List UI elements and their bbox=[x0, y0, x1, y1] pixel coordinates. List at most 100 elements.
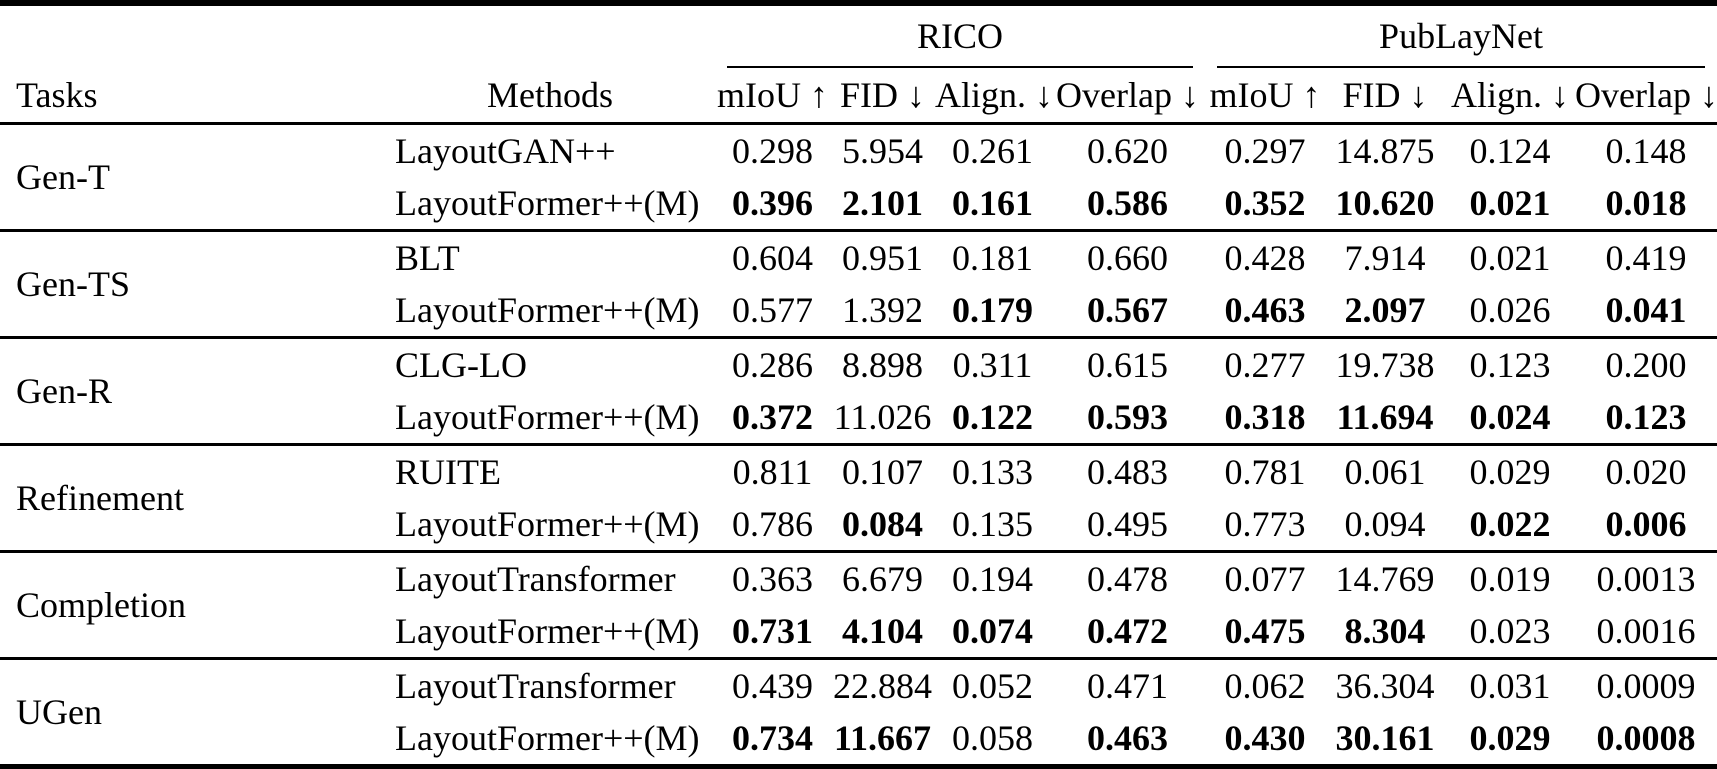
cell-value: 0.194 bbox=[952, 559, 1033, 600]
table-header: RICO PubLayNet Tasks Methods mIoU ↑ FID … bbox=[0, 3, 1717, 124]
cell-value: 0.463 bbox=[1087, 718, 1168, 759]
cell-value: 0.428 bbox=[1224, 238, 1306, 279]
cell-value: 0.123 bbox=[1469, 345, 1551, 386]
table-row: LayoutFormer++(M) 0.786 0.084 0.135 0.49… bbox=[0, 498, 1717, 552]
cell-value: 0.041 bbox=[1605, 290, 1687, 331]
method-cell: LayoutFormer++(M) bbox=[395, 504, 700, 545]
cell-value: 0.286 bbox=[732, 345, 813, 386]
cell-value: 0.615 bbox=[1087, 345, 1168, 386]
task-group-completion: Completion LayoutTransformer 0.363 6.679… bbox=[0, 552, 1717, 659]
cell-value: 0.074 bbox=[952, 611, 1033, 652]
cell-value: 0.123 bbox=[1605, 397, 1687, 438]
table-row: LayoutFormer++(M) 0.372 11.026 0.122 0.5… bbox=[0, 391, 1717, 445]
rico-underline-rule bbox=[727, 66, 1194, 69]
cell-value: 0.0009 bbox=[1596, 666, 1696, 707]
method-cell: CLG-LO bbox=[395, 345, 527, 386]
task-group-ugen: UGen LayoutTransformer 0.439 22.884 0.05… bbox=[0, 659, 1717, 768]
cell-value: 0.660 bbox=[1087, 238, 1168, 279]
task-cell: Completion bbox=[16, 585, 186, 626]
cell-value: 1.392 bbox=[842, 290, 923, 331]
task-group-gen-r: Gen-R CLG-LO 0.286 8.898 0.311 0.615 0.2… bbox=[0, 338, 1717, 445]
cell-value: 2.101 bbox=[842, 183, 923, 224]
cell-value: 0.586 bbox=[1087, 183, 1168, 224]
cell-value: 0.475 bbox=[1224, 611, 1306, 652]
column-header-rico-overlap: Overlap ↓ bbox=[1056, 75, 1199, 116]
cell-value: 0.031 bbox=[1469, 666, 1551, 707]
cell-value: 0.604 bbox=[732, 238, 813, 279]
column-header-publaynet-align: Align. ↓ bbox=[1451, 75, 1570, 116]
cell-value: 0.773 bbox=[1224, 504, 1306, 545]
method-cell: LayoutFormer++(M) bbox=[395, 397, 700, 438]
method-cell: LayoutFormer++(M) bbox=[395, 718, 700, 759]
cell-value: 22.884 bbox=[833, 666, 932, 707]
cell-value: 0.135 bbox=[952, 504, 1033, 545]
table-row: Completion LayoutTransformer 0.363 6.679… bbox=[0, 552, 1717, 625]
cell-value: 7.914 bbox=[1344, 238, 1426, 279]
column-header-rico-fid: FID ↓ bbox=[839, 75, 925, 116]
cell-value: 11.667 bbox=[833, 718, 931, 759]
task-group-gen-t: Gen-T LayoutGAN++ 0.298 5.954 0.261 0.62… bbox=[0, 124, 1717, 231]
method-cell: BLT bbox=[395, 238, 460, 279]
cell-value: 0.022 bbox=[1469, 504, 1551, 545]
task-cell: UGen bbox=[16, 692, 102, 733]
cell-value: 0.298 bbox=[732, 131, 813, 172]
task-group-refinement: Refinement RUITE 0.811 0.107 0.133 0.483… bbox=[0, 445, 1717, 552]
cell-value: 19.738 bbox=[1335, 345, 1435, 386]
cell-value: 8.898 bbox=[842, 345, 923, 386]
cell-value: 0.020 bbox=[1605, 452, 1687, 493]
cell-value: 0.161 bbox=[952, 183, 1033, 224]
table-row: UGen LayoutTransformer 0.439 22.884 0.05… bbox=[0, 659, 1717, 732]
dataset-header-rico: RICO bbox=[715, 3, 1205, 69]
cell-value: 0.419 bbox=[1605, 238, 1687, 279]
method-cell: LayoutFormer++(M) bbox=[395, 290, 700, 331]
cell-value: 0.311 bbox=[952, 345, 1033, 386]
cell-value: 0.731 bbox=[732, 611, 813, 652]
cell-value: 0.620 bbox=[1087, 131, 1168, 172]
cell-value: 0.021 bbox=[1469, 238, 1551, 279]
cell-value: 0.006 bbox=[1605, 504, 1687, 545]
dataset-label-publaynet: PubLayNet bbox=[1379, 16, 1544, 56]
cell-value: 0.734 bbox=[732, 718, 813, 759]
cell-value: 0.495 bbox=[1087, 504, 1168, 545]
cell-value: 30.161 bbox=[1335, 718, 1435, 759]
cell-value: 0.277 bbox=[1224, 345, 1306, 386]
cell-value: 0.024 bbox=[1469, 397, 1551, 438]
cell-value: 36.304 bbox=[1335, 666, 1435, 707]
cell-value: 0.439 bbox=[732, 666, 813, 707]
task-cell: Gen-R bbox=[16, 371, 112, 412]
cell-value: 0.483 bbox=[1087, 452, 1168, 493]
cell-value: 10.620 bbox=[1335, 183, 1435, 224]
cell-value: 0.026 bbox=[1469, 290, 1551, 331]
cell-value: 0.181 bbox=[952, 238, 1033, 279]
cell-value: 5.954 bbox=[842, 131, 923, 172]
cell-value: 0.200 bbox=[1605, 345, 1687, 386]
cell-value: 0.021 bbox=[1469, 183, 1551, 224]
cell-value: 0.372 bbox=[732, 397, 813, 438]
cell-value: 0.463 bbox=[1224, 290, 1306, 331]
cell-value: 0.593 bbox=[1087, 397, 1168, 438]
cell-value: 0.0008 bbox=[1596, 718, 1696, 759]
column-header-tasks: Tasks bbox=[16, 75, 98, 116]
method-cell: LayoutGAN++ bbox=[395, 131, 616, 172]
cell-value: 2.097 bbox=[1344, 290, 1426, 331]
cell-value: 0.396 bbox=[732, 183, 813, 224]
cell-value: 6.679 bbox=[842, 559, 923, 600]
cell-value: 14.875 bbox=[1335, 131, 1435, 172]
cell-value: 0.133 bbox=[952, 452, 1033, 493]
cell-value: 0.471 bbox=[1087, 666, 1168, 707]
cell-value: 0.107 bbox=[842, 452, 923, 493]
table-row: Gen-TS BLT 0.604 0.951 0.181 0.660 0.428… bbox=[0, 231, 1717, 304]
cell-value: 0.261 bbox=[952, 131, 1033, 172]
cell-value: 0.811 bbox=[732, 452, 813, 493]
task-cell: Refinement bbox=[16, 478, 184, 519]
cell-value: 0.052 bbox=[952, 666, 1033, 707]
cell-value: 11.026 bbox=[833, 397, 932, 438]
cell-value: 0.0016 bbox=[1596, 611, 1696, 652]
cell-value: 0.567 bbox=[1087, 290, 1168, 331]
column-header-publaynet-fid: FID ↓ bbox=[1342, 75, 1428, 116]
cell-value: 0.472 bbox=[1087, 611, 1168, 652]
cell-value: 14.769 bbox=[1335, 559, 1435, 600]
table-row: LayoutFormer++(M) 0.731 4.104 0.074 0.47… bbox=[0, 605, 1717, 659]
cell-value: 0.318 bbox=[1224, 397, 1306, 438]
